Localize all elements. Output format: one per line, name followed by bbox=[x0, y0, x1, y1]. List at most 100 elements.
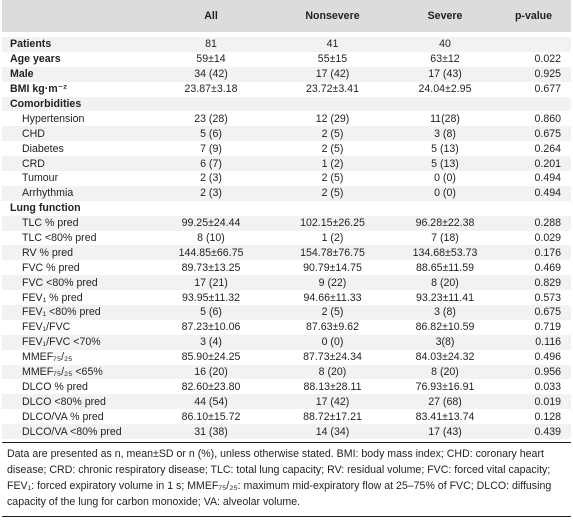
cell-severe: 17 (43) bbox=[428, 425, 462, 438]
cell-all: 85.90±24.25 bbox=[181, 351, 241, 364]
cell-p-value: 0.029 bbox=[534, 232, 561, 245]
cell-all bbox=[151, 201, 271, 216]
table-row: Arrhythmia 2 (3) 2 (5) 0 (0) 0.494 bbox=[2, 185, 571, 201]
row-label: MMEF₇₅/₂₅ bbox=[22, 351, 73, 364]
cell-severe: 63±12 bbox=[430, 53, 460, 66]
cell-all: 81 bbox=[205, 38, 217, 51]
table-row: Age years 59±14 55±15 63±12 0.022 bbox=[2, 52, 571, 67]
cell-severe: 86.82±10.59 bbox=[415, 321, 475, 334]
table-row: CRD 6 (7) 1 (2) 5 (13) 0.201 bbox=[2, 156, 571, 172]
cell-nonsevere: 88.72±17.21 bbox=[303, 410, 362, 423]
cell-nonsevere: 90.79±14.75 bbox=[303, 261, 362, 274]
table-row: Patients 81 41 40 bbox=[2, 37, 571, 52]
row-label: CHD bbox=[22, 127, 45, 140]
cell-severe: 134.68±53.73 bbox=[412, 246, 478, 259]
table-row: DLCO <80% pred 44 (54) 17 (42) 27 (68) 0.019 bbox=[2, 394, 571, 410]
cell-severe: 0 (0) bbox=[434, 172, 456, 185]
table-row: BMI kg·m⁻² 23.87±3.18 23.72±3.41 24.04±2.95… bbox=[2, 82, 571, 97]
table-row: TLC % pred 99.25±24.44 102.15±26.25 96.28±2… bbox=[2, 215, 571, 231]
cell-nonsevere: 87.73±24.34 bbox=[303, 351, 362, 364]
header-all: All bbox=[204, 10, 218, 22]
cell-severe: 8 (20) bbox=[431, 366, 459, 379]
table-row: FVC % pred 89.73±13.25 90.79±14.75 88.65±11… bbox=[2, 260, 571, 275]
cell-nonsevere: 8 (20) bbox=[318, 366, 347, 379]
table-row: Diabetes 7 (9) 2 (5) 5 (13) 0.264 bbox=[2, 141, 571, 156]
cell-all: 7 (9) bbox=[200, 142, 222, 155]
table-row: MMEF₇₅/₂₅ 85.90±24.25 87.73±24.34 84.03±24.… bbox=[2, 350, 571, 365]
cell-nonsevere: 2 (5) bbox=[321, 142, 344, 155]
cell-severe: 8 (20) bbox=[431, 276, 459, 289]
row-label: DLCO <80% pred bbox=[22, 395, 106, 408]
cell-all: 144.85±66.75 bbox=[178, 246, 244, 259]
cell-severe: 3 (8) bbox=[434, 127, 456, 140]
cell-severe bbox=[394, 201, 496, 216]
row-label: FEV₁/FVC <70% bbox=[22, 336, 101, 349]
table-row: FEV₁ <80% pred 5 (6) 2 (5) 3 (8) 0.675 bbox=[2, 305, 571, 320]
row-label: RV % pred bbox=[22, 246, 74, 259]
cell-severe: 84.03±24.32 bbox=[415, 351, 475, 364]
cell-nonsevere: 9 (22) bbox=[318, 276, 347, 289]
cell-nonsevere: 2 (5) bbox=[321, 127, 344, 140]
cell-all: 5 (6) bbox=[200, 306, 222, 319]
cell-all: 6 (7) bbox=[200, 157, 222, 170]
cell-all: 23 (28) bbox=[194, 112, 228, 125]
cell-all bbox=[151, 97, 271, 112]
cell-severe bbox=[394, 97, 496, 112]
cell-nonsevere: 17 (42) bbox=[315, 395, 350, 408]
table-row: Lung function bbox=[2, 201, 571, 216]
row-label: Diabetes bbox=[22, 142, 64, 155]
cell-severe: 93.23±11.41 bbox=[415, 291, 475, 304]
table-body: Patients 81 41 40 Age years 59±14 55±15 63±12 0.… bbox=[2, 32, 571, 440]
cell-severe: 83.41±13.74 bbox=[415, 410, 475, 423]
table-row: CHD 5 (6) 2 (5) 3 (8) 0.675 bbox=[2, 126, 571, 142]
cell-severe: 27 (68) bbox=[428, 395, 462, 408]
row-label: Tumour bbox=[22, 172, 59, 185]
cell-severe: 24.04±2.95 bbox=[418, 83, 472, 96]
row-label: FEV₁ % pred bbox=[22, 291, 83, 304]
cell-all: 34 (42) bbox=[194, 68, 228, 81]
cell-all: 44 (54) bbox=[194, 395, 228, 408]
cell-p-value: 0.494 bbox=[534, 187, 561, 200]
cell-nonsevere: 87.63±9.62 bbox=[306, 321, 359, 334]
cell-all: 17 (21) bbox=[194, 276, 228, 289]
cell-nonsevere bbox=[271, 201, 394, 216]
cell-p-value: 0.128 bbox=[534, 410, 561, 423]
cell-all: 89.73±13.25 bbox=[181, 261, 241, 274]
row-label: Age years bbox=[10, 53, 61, 66]
cell-all: 86.10±15.72 bbox=[181, 410, 241, 423]
cell-all: 8 (10) bbox=[197, 232, 225, 245]
cell-nonsevere: 2 (5) bbox=[321, 172, 344, 185]
cell-severe: 3(8) bbox=[435, 336, 455, 349]
cell-severe: 0 (0) bbox=[434, 187, 456, 200]
cell-severe: 5 (13) bbox=[431, 142, 459, 155]
cell-all: 59±14 bbox=[196, 53, 226, 66]
row-label: Hypertension bbox=[22, 112, 85, 125]
header-severe: Severe bbox=[427, 10, 463, 22]
cell-severe: 7 (18) bbox=[431, 232, 459, 245]
cell-severe: 11(28) bbox=[430, 112, 460, 125]
cell-p-value: 0.469 bbox=[534, 261, 561, 274]
cell-nonsevere: 0 (0) bbox=[321, 336, 344, 349]
row-label: CRD bbox=[22, 157, 45, 170]
cell-p-value: 0.496 bbox=[534, 351, 561, 364]
cell-nonsevere bbox=[271, 97, 394, 112]
cell-all: 82.60±23.80 bbox=[181, 380, 241, 393]
cell-all: 23.87±3.18 bbox=[184, 83, 238, 96]
cell-p-value: 0.860 bbox=[534, 112, 561, 125]
cell-nonsevere: 94.66±11.33 bbox=[303, 291, 362, 304]
table-row: Comorbidities bbox=[2, 96, 571, 112]
cell-p-value: 0.201 bbox=[534, 157, 561, 170]
table-row: DLCO/VA % pred 86.10±15.72 88.72±17.21 83.4… bbox=[2, 409, 571, 424]
cell-all: 2 (3) bbox=[200, 172, 222, 185]
cell-p-value: 0.675 bbox=[534, 127, 561, 140]
cell-p-value: 0.264 bbox=[534, 142, 561, 155]
row-label: DLCO/VA <80% pred bbox=[22, 425, 122, 438]
row-label: BMI kg·m⁻² bbox=[10, 83, 67, 96]
header-empty bbox=[2, 0, 151, 32]
table-row: Male 34 (42) 17 (42) 17 (43) 0.925 bbox=[2, 66, 571, 82]
cell-p-value: 0.925 bbox=[534, 68, 561, 81]
cell-p-value: 0.675 bbox=[534, 306, 561, 319]
cell-all: 3 (4) bbox=[200, 336, 222, 349]
top-rule bbox=[2, 0, 571, 1]
